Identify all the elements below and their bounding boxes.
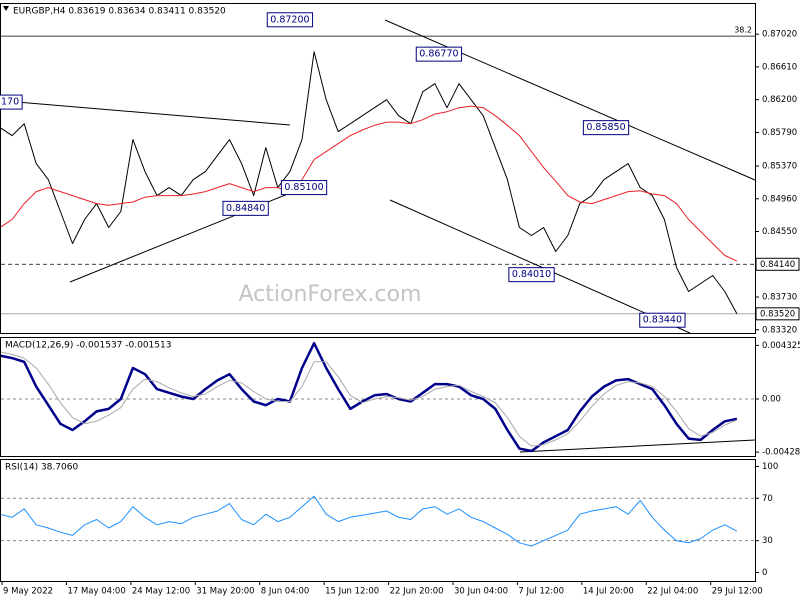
- x-tick-label: 17 May 04:00: [67, 587, 125, 597]
- y-tick-label: 0: [762, 568, 767, 578]
- series-line: [1, 341, 738, 453]
- annotation-box: [508, 267, 555, 283]
- x-tick-label: 30 Jun 04:00: [454, 587, 508, 597]
- x-tick-label: 22 Jun 20:00: [390, 587, 444, 597]
- fib-label: 38.2: [734, 26, 752, 35]
- y-tick-label: 0.86200: [762, 95, 797, 105]
- y-tick-label: 0.004325: [762, 341, 800, 351]
- y-tick-label: 0.84550: [762, 227, 797, 237]
- annotation-box: [639, 312, 686, 328]
- y-tick-label: 0.85790: [762, 128, 797, 138]
- series-group: [1, 495, 738, 547]
- annotation-box: [222, 200, 269, 216]
- annotation-box: [582, 120, 630, 136]
- y-tick-label: 70: [762, 494, 773, 504]
- level-box: [755, 307, 800, 321]
- y-tick-label: 0.84960: [762, 194, 797, 204]
- y-tick-label: 0.83320: [762, 325, 797, 335]
- annotation-box: [280, 180, 328, 196]
- x-tick-label: 31 May 20:00: [196, 587, 254, 597]
- annotation-label: 0.87200: [270, 14, 309, 25]
- annotation-label: 0.83440: [643, 315, 682, 326]
- x-tick-label: 9 May 2022: [3, 587, 53, 597]
- y-tick-label: 100: [762, 462, 778, 472]
- panel-frame: [0, 337, 756, 457]
- y-tick-label: 0.85370: [762, 162, 797, 172]
- trend-line: [69, 184, 311, 283]
- annotation-label: 0.85850: [586, 122, 625, 133]
- x-tick-label: 15 Jun 12:00: [325, 587, 379, 597]
- annotation-label: 0.86770: [419, 49, 458, 60]
- series-line: [1, 351, 738, 447]
- y-tick-label: 0.86610: [762, 62, 797, 72]
- y-tick-label: 0.83730: [762, 293, 797, 303]
- series-line: [1, 105, 738, 262]
- watermark: ActionForex.com: [239, 282, 422, 307]
- y-tick-label: 0.87020: [762, 30, 797, 40]
- x-tick-label: 7 Jul 12:00: [518, 587, 564, 597]
- level-label: 0.83520: [760, 309, 795, 319]
- panel-frame: [0, 3, 756, 334]
- menu-icon: [3, 6, 9, 11]
- annotation-label: 170: [1, 97, 19, 108]
- series-line: [1, 51, 738, 315]
- x-tick-label: 14 Jul 20:00: [583, 587, 634, 597]
- series-group: [1, 51, 738, 315]
- annotation-label: 0.84010: [512, 269, 551, 280]
- series-group: [1, 341, 738, 453]
- series-line: [1, 495, 738, 547]
- annotation-label: 0.84840: [226, 203, 265, 214]
- level-label: 0.84140: [760, 260, 795, 270]
- level-box: [755, 257, 800, 271]
- panel-title: MACD(12,26,9) -0.001537 -0.001513: [5, 341, 171, 351]
- y-tick-label: -0.004288: [762, 448, 800, 458]
- y-tick-label: 30: [762, 536, 773, 546]
- annotation-label: 0.85100: [284, 182, 323, 193]
- panel-title: RSI(14) 38.7060: [5, 463, 78, 473]
- x-tick-label: 24 May 12:00: [132, 587, 190, 597]
- trend-line: [519, 439, 756, 453]
- annotation-box: [0, 94, 23, 110]
- x-tick-label: 29 Jul 12:00: [712, 587, 763, 597]
- x-tick-label: 8 Jun 04:00: [261, 587, 310, 597]
- trend-line: [4, 100, 291, 126]
- x-tick-label: 22 Jul 04:00: [647, 587, 698, 597]
- panel-frame: [0, 459, 756, 582]
- annotation-box: [266, 12, 314, 28]
- y-tick-label: 0.00: [762, 394, 781, 404]
- annotation-box: [415, 46, 463, 62]
- trend-line: [389, 199, 691, 334]
- panel-title: EURGBP,H4 0.83619 0.83634 0.83411 0.8352…: [13, 7, 226, 17]
